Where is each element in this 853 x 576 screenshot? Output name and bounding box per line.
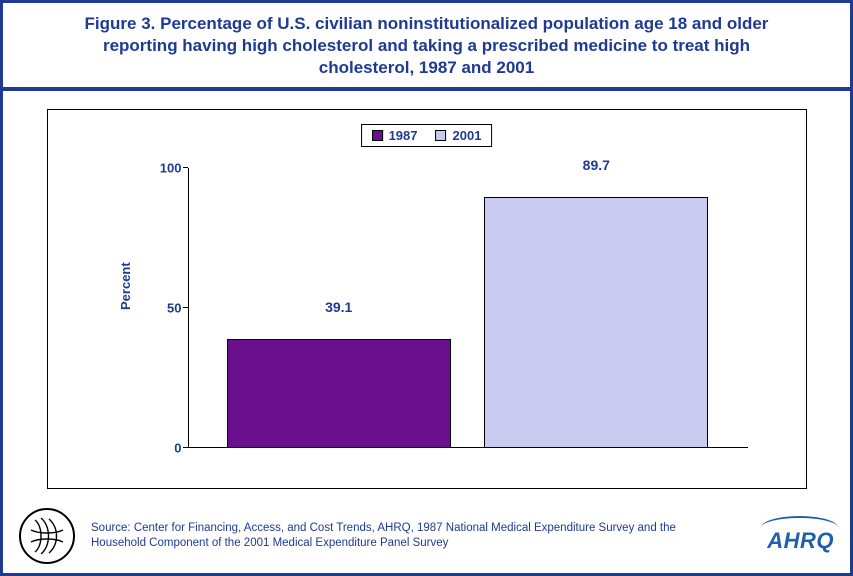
chart-legend: 1987 2001 [361, 124, 493, 147]
ytick-label-0: 0 [146, 441, 182, 456]
bar-label-1987: 39.1 [325, 299, 352, 319]
legend-label-1987: 1987 [389, 128, 418, 143]
ahrq-logo-text: AHRQ [767, 528, 834, 553]
bar-label-2001: 89.7 [583, 157, 610, 177]
ytick-mark-2 [183, 167, 188, 168]
ytick-label-2: 100 [146, 161, 182, 176]
ahrq-logo: AHRQ [767, 518, 834, 554]
hhs-seal-icon [19, 508, 75, 564]
figure-title: Figure 3. Percentage of U.S. civilian no… [3, 3, 850, 87]
ahrq-arc-icon [761, 516, 838, 530]
bar-1987 [227, 339, 451, 448]
y-axis-label: Percent [118, 263, 133, 311]
title-rule [3, 87, 850, 91]
legend-swatch-2001 [436, 130, 447, 141]
chart-panel: 1987 2001 Percent 0 50 100 39.1 89.7 [47, 109, 807, 489]
figure-footer: Source: Center for Financing, Access, an… [3, 499, 850, 573]
ytick-mark-1 [183, 307, 188, 308]
legend-item-2001: 2001 [436, 128, 482, 143]
y-axis [188, 168, 189, 448]
ytick-label-1: 50 [146, 301, 182, 316]
legend-item-1987: 1987 [372, 128, 418, 143]
legend-label-2001: 2001 [453, 128, 482, 143]
bar-2001 [484, 197, 708, 448]
source-text: Source: Center for Financing, Access, an… [91, 521, 681, 551]
ytick-mark-0 [183, 447, 188, 448]
legend-swatch-1987 [372, 130, 383, 141]
figure-container: Figure 3. Percentage of U.S. civilian no… [0, 0, 853, 576]
plot-area: 0 50 100 39.1 89.7 [188, 168, 748, 448]
